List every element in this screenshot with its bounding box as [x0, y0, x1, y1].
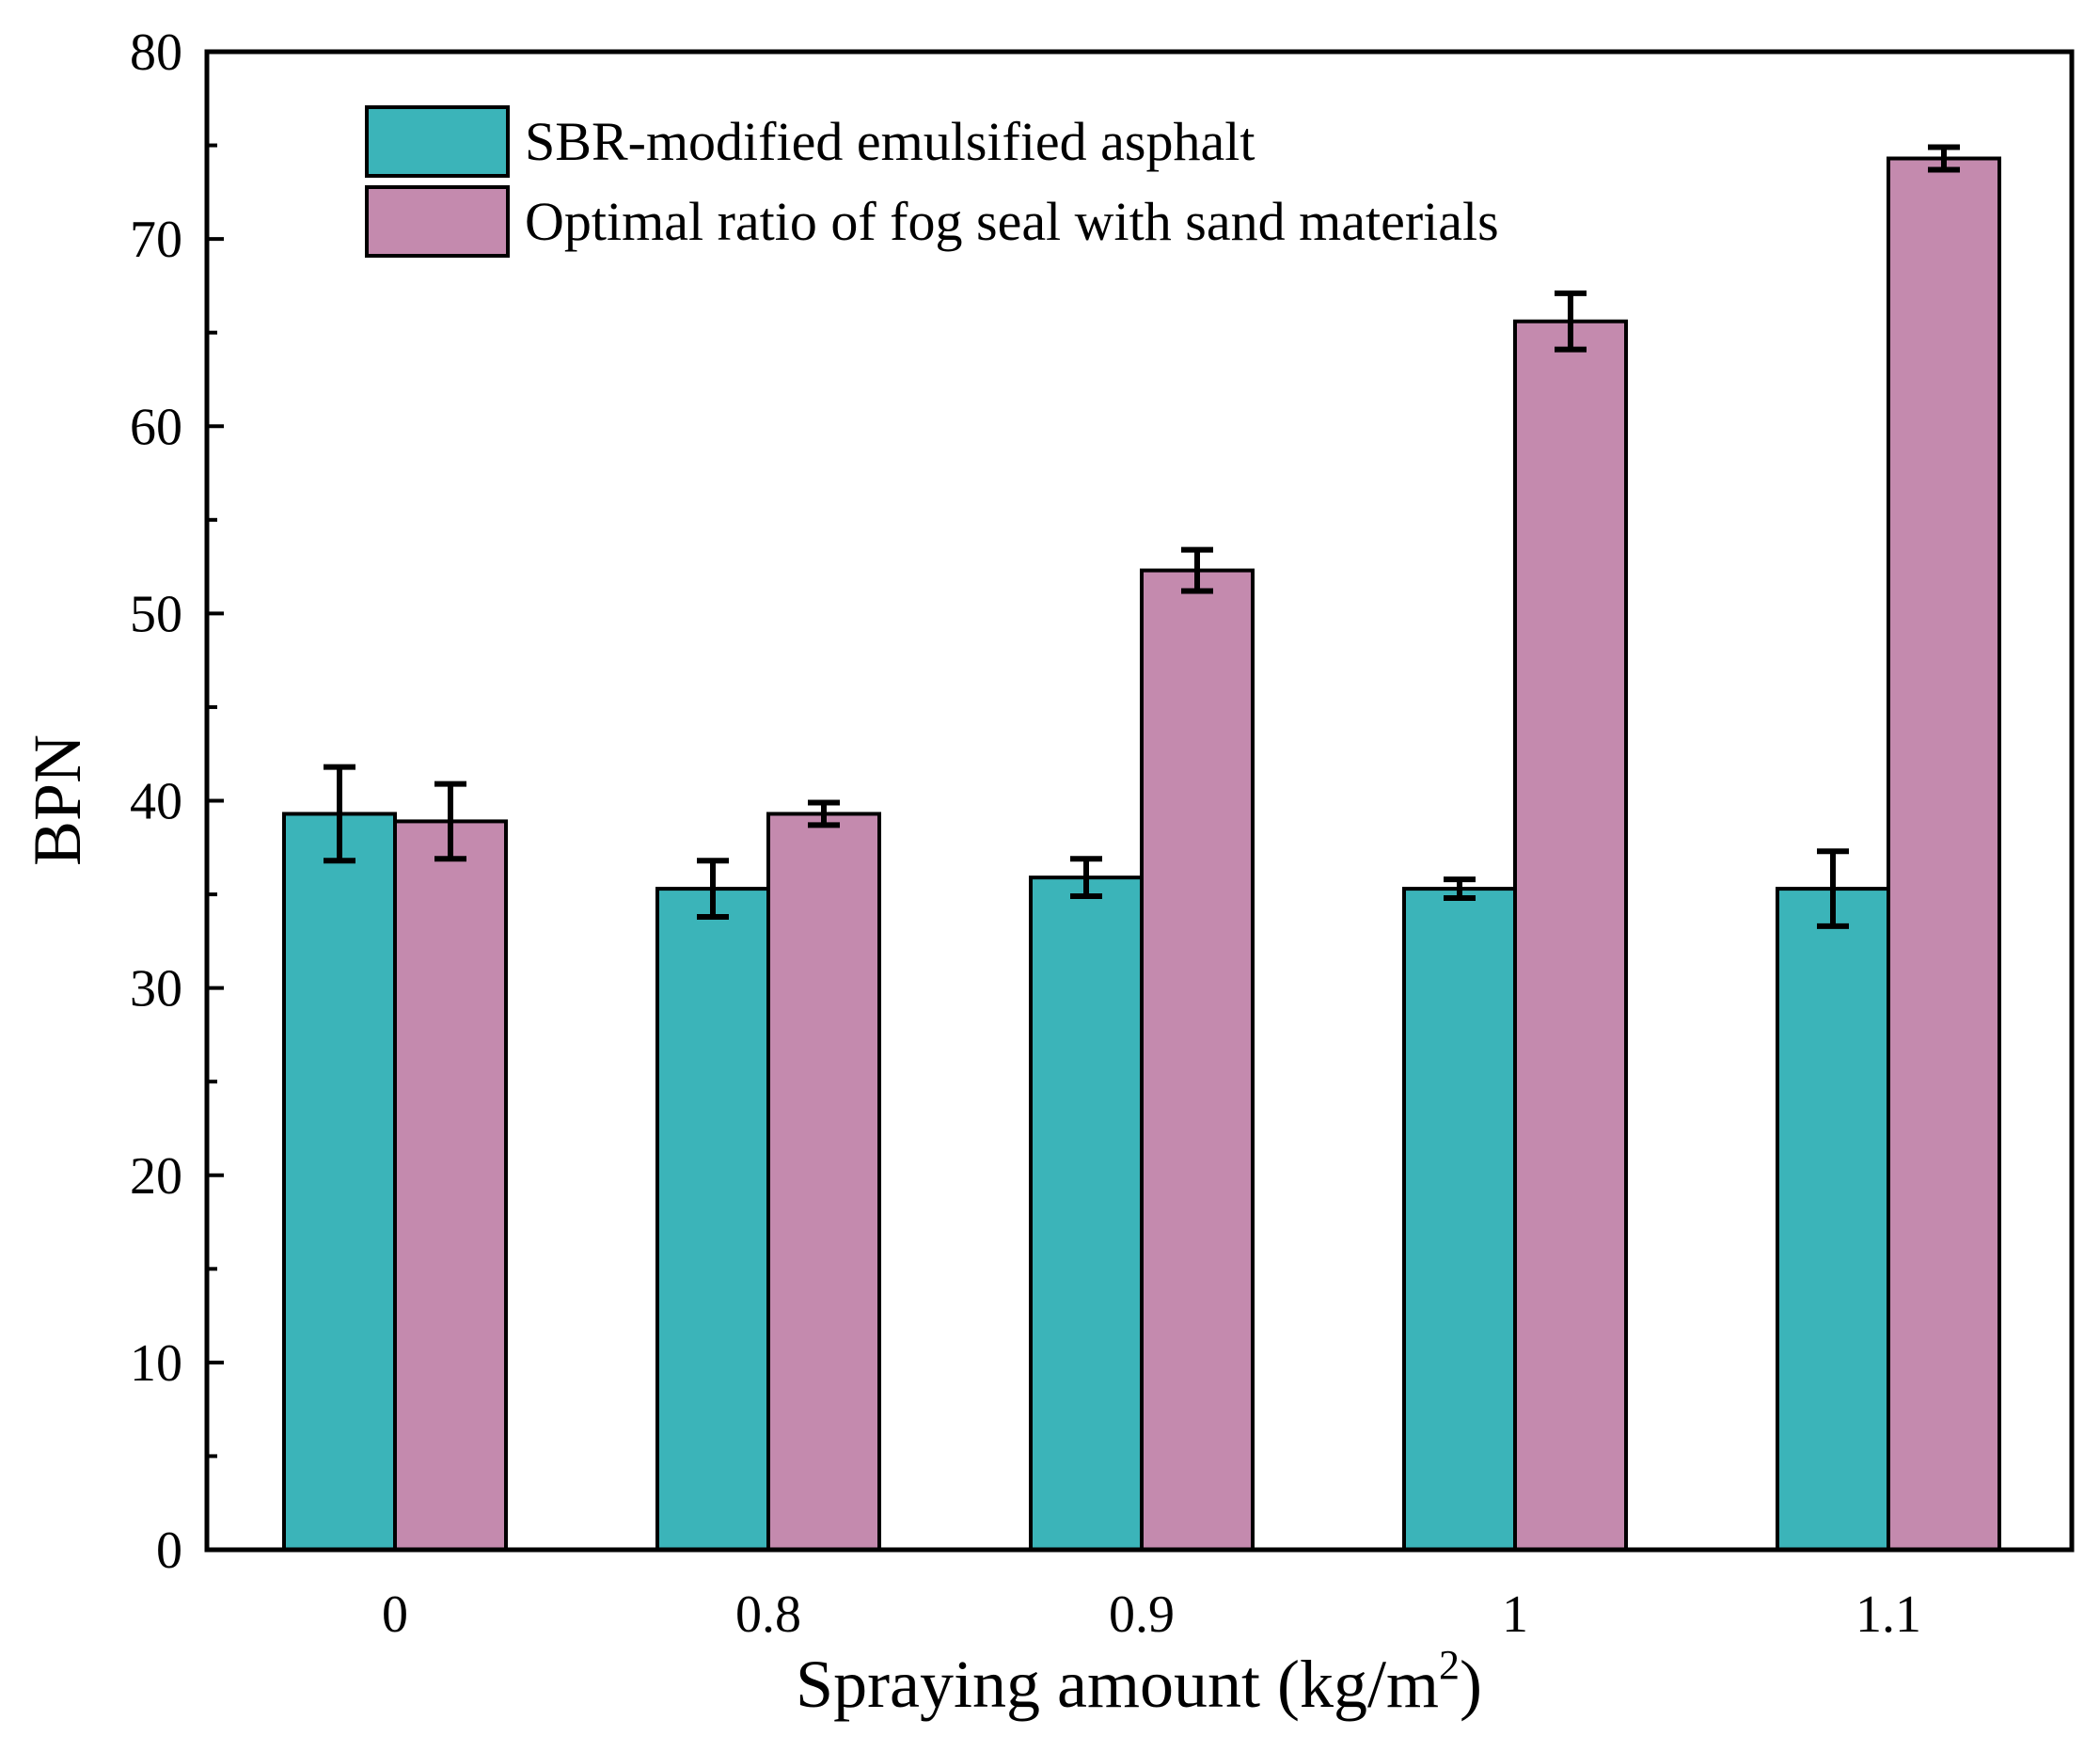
x-tick-label-0.9: 0.9: [1109, 1585, 1175, 1644]
y-axis: 0 10 20 30 40 50 60 70 80: [130, 24, 224, 1580]
bar-sbr-0.9: [1029, 876, 1144, 1552]
x-axis-title: Spraying amount (kg/m2): [796, 1642, 1482, 1722]
y-tick-label-40: 40: [130, 773, 182, 831]
bar-optimal-1: [1513, 319, 1628, 1552]
y-tick-label-10: 10: [130, 1334, 182, 1393]
error-bar-optimal-0.9: [1181, 546, 1213, 594]
error-bar-sbr-1: [1444, 876, 1476, 902]
error-bar-sbr-0.9: [1070, 856, 1102, 900]
x-tick-label-0.8: 0.8: [735, 1585, 801, 1644]
legend: SBR-modified emulsified asphalt Optimal …: [365, 105, 1499, 258]
error-bar-sbr-0: [324, 764, 355, 864]
y-tick-label-80: 80: [130, 24, 182, 82]
error-bars-layer: [324, 144, 1960, 929]
x-axis-title-main: Spraying amount (kg/m: [796, 1647, 1439, 1722]
bar-optimal-0.8: [766, 812, 881, 1552]
bar-sbr-0.8: [655, 887, 770, 1552]
error-bar-optimal-1.1: [1928, 144, 1960, 173]
error-bar-optimal-1: [1555, 290, 1587, 353]
legend-label-optimal: Optimal ratio of fog seal with sand mate…: [525, 191, 1499, 252]
error-bar-sbr-0.8: [697, 858, 729, 920]
x-axis-title-superscript: 2: [1439, 1642, 1460, 1688]
error-bar-optimal-0: [434, 781, 466, 862]
y-tick-label-20: 20: [130, 1147, 182, 1206]
legend-label-sbr: SBR-modified emulsified asphalt: [525, 111, 1255, 172]
y-tick-label-50: 50: [130, 585, 182, 643]
legend-swatch-sbr: [365, 105, 510, 178]
bar-optimal-0: [393, 819, 508, 1552]
x-tick-label-1: 1: [1502, 1585, 1528, 1644]
bar-sbr-1.1: [1776, 887, 1890, 1552]
x-tick-label-0: 0: [382, 1585, 408, 1644]
error-bar-sbr-1.1: [1817, 848, 1849, 929]
legend-swatch-optimal: [365, 185, 510, 258]
y-tick-label-60: 60: [130, 398, 182, 456]
x-axis-title-end: ): [1460, 1647, 1482, 1722]
bar-optimal-0.9: [1140, 568, 1255, 1552]
y-axis-title: BPN: [20, 734, 95, 866]
y-tick-label-0: 0: [156, 1522, 182, 1580]
bar-optimal-1.1: [1887, 156, 2001, 1553]
error-bar-optimal-0.8: [808, 799, 840, 828]
x-tick-label-1.1: 1.1: [1855, 1585, 1921, 1644]
y-tick-label-70: 70: [130, 211, 182, 269]
bars-layer: [282, 156, 2001, 1553]
x-axis: 0 0.8 0.9 1 1.1: [382, 1585, 1921, 1644]
bar-sbr-0: [282, 812, 397, 1552]
y-tick-label-30: 30: [130, 960, 182, 1018]
bar-sbr-1: [1402, 887, 1517, 1552]
